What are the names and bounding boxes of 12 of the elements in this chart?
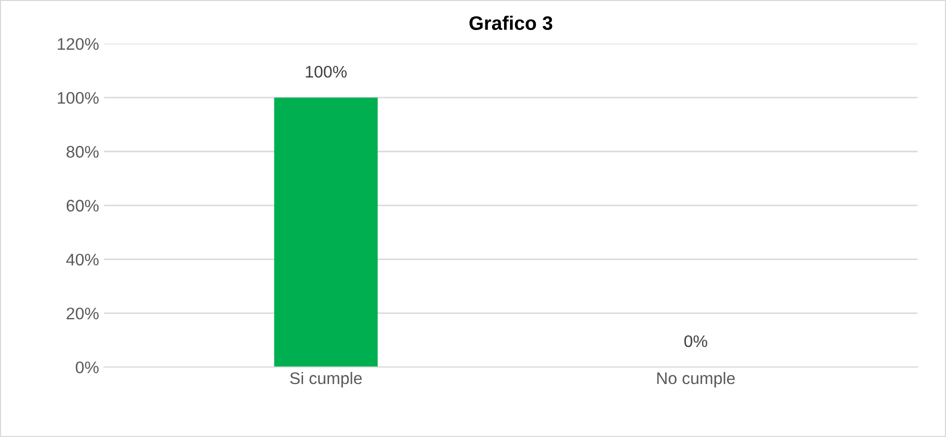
y-tick-label: 20% xyxy=(66,308,99,320)
y-tick-label: 60% xyxy=(66,200,99,212)
y-tick-label: 120% xyxy=(58,38,99,50)
y-tick-label: 40% xyxy=(66,254,99,266)
chart-title: Grafico 3 xyxy=(469,16,552,30)
x-tick-label: Si cumple xyxy=(290,372,362,388)
y-tick-label: 0% xyxy=(76,361,99,374)
data-label: 0% xyxy=(684,335,708,348)
y-tick-label: 100% xyxy=(58,92,99,104)
x-tick-label: No cumple xyxy=(657,372,735,388)
y-tick-label: 80% xyxy=(66,146,99,158)
data-label: 100% xyxy=(306,66,347,78)
